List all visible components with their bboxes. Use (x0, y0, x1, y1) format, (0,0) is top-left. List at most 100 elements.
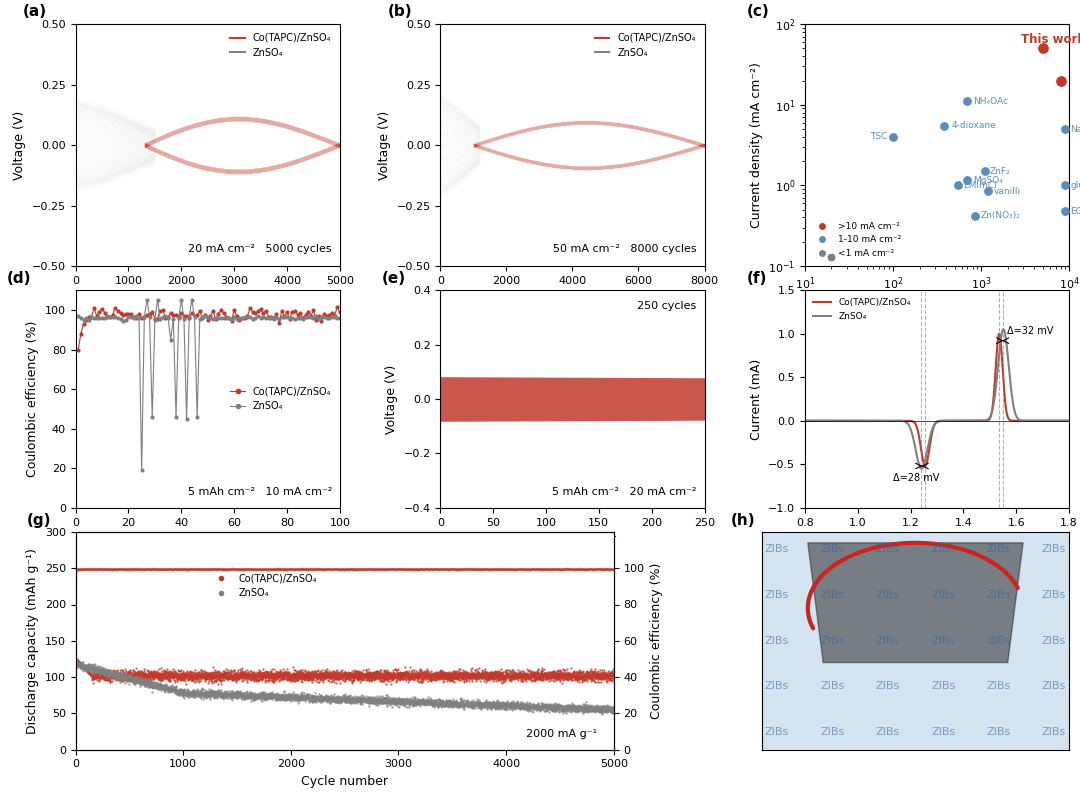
Point (949, 179, 967, 192)
Text: ZIBs: ZIBs (986, 681, 1011, 692)
Point (823, 251, 840, 264)
Point (976, 164, 994, 177)
Point (1056, 123, 1074, 135)
Co(TAPC)/ZnSO₄ (828, 416, 841, 426)
Text: 5 mAh cm⁻²   10 mA cm⁻²: 5 mAh cm⁻² 10 mA cm⁻² (188, 487, 332, 496)
ZnSO₄ (915, 463, 928, 473)
Text: Na₄EDTA: Na₄EDTA (1070, 125, 1080, 134)
ZnSO₄ (845, 416, 858, 426)
X-axis label: Cycle number: Cycle number (893, 298, 981, 311)
Co(TAPC)/ZnSO₄ (845, 416, 858, 426)
Legend: Co(TAPC)/ZnSO₄, ZnSO₄: Co(TAPC)/ZnSO₄, ZnSO₄ (809, 295, 915, 324)
Text: 2000 mA g⁻¹: 2000 mA g⁻¹ (526, 729, 597, 738)
Text: ZIBs: ZIBs (1042, 544, 1066, 555)
Text: ZIBs: ZIBs (876, 590, 900, 600)
ZnSO₄ (828, 416, 841, 426)
Text: ZIBs: ZIBs (821, 544, 845, 555)
Legend: >10 mA cm⁻², 1-10 mA cm⁻², <1 mA cm⁻²: >10 mA cm⁻², 1-10 mA cm⁻², <1 mA cm⁻² (809, 218, 905, 261)
Text: ZIBs: ZIBs (876, 636, 900, 646)
Text: ZIBs: ZIBs (1042, 681, 1066, 692)
Text: Δ=32 mV: Δ=32 mV (1007, 326, 1053, 336)
Text: EMImCl: EMImCl (963, 181, 997, 190)
Y-axis label: Discharge capacity (mAh g⁻¹): Discharge capacity (mAh g⁻¹) (26, 548, 39, 733)
Co(TAPC)/ZnSO₄ (919, 461, 932, 471)
Text: 50 mA cm⁻²   8000 cycles: 50 mA cm⁻² 8000 cycles (553, 244, 697, 254)
Text: (c): (c) (746, 4, 770, 19)
X-axis label: Cycle number: Cycle number (529, 291, 616, 304)
Y-axis label: Current density (mA cm⁻²): Current density (mA cm⁻²) (750, 62, 762, 228)
Text: (d): (d) (6, 271, 31, 286)
Text: ZIBs: ZIBs (821, 636, 845, 646)
Text: Δ=28 mV: Δ=28 mV (893, 473, 940, 483)
Line: ZnSO₄: ZnSO₄ (805, 330, 1069, 468)
X-axis label: Cycle number: Cycle number (164, 533, 252, 546)
Text: ZIBs: ZIBs (821, 590, 845, 600)
Point (959, 174, 976, 187)
ZnSO₄ (798, 416, 811, 426)
Text: ZIBs: ZIBs (765, 544, 789, 555)
Polygon shape (808, 543, 1023, 663)
Point (1052, 74, 1069, 87)
Legend: Co(TAPC)/ZnSO₄, ZnSO₄: Co(TAPC)/ZnSO₄, ZnSO₄ (207, 570, 321, 602)
Text: ZIBs: ZIBs (931, 544, 955, 555)
Line: Co(TAPC)/ZnSO₄: Co(TAPC)/ZnSO₄ (805, 334, 1069, 466)
Text: ZIBs: ZIBs (1042, 727, 1066, 737)
Legend: Co(TAPC)/ZnSO₄, ZnSO₄: Co(TAPC)/ZnSO₄, ZnSO₄ (227, 29, 335, 62)
Point (885, 131, 902, 143)
ZnSO₄ (912, 455, 924, 464)
Point (1056, 205, 1074, 218)
Co(TAPC)/ZnSO₄ (900, 416, 913, 426)
Text: ZIBs: ZIBs (986, 544, 1011, 555)
Text: ZIBs: ZIBs (986, 727, 1011, 737)
Text: ZnF₂: ZnF₂ (990, 167, 1011, 176)
Y-axis label: Coulombic efficiency (%): Coulombic efficiency (%) (650, 563, 663, 719)
Text: TSC: TSC (870, 132, 888, 141)
Text: ZIBs: ZIBs (821, 727, 845, 737)
Point (935, 119, 953, 132)
Text: This work: This work (1021, 33, 1080, 46)
Text: ZIBs: ZIBs (986, 636, 1011, 646)
Text: ZIBs: ZIBs (876, 681, 900, 692)
Text: (a): (a) (23, 4, 46, 19)
Co(TAPC)/ZnSO₄ (798, 416, 811, 426)
Legend: Co(TAPC)/ZnSO₄, ZnSO₄: Co(TAPC)/ZnSO₄, ZnSO₄ (227, 383, 335, 415)
Text: ZIBs: ZIBs (765, 590, 789, 600)
Y-axis label: Voltage (V): Voltage (V) (378, 110, 391, 180)
Text: (f): (f) (746, 271, 767, 286)
Y-axis label: Current (mA): Current (mA) (750, 359, 762, 439)
Co(TAPC)/ZnSO₄ (993, 329, 1005, 339)
Point (980, 185, 997, 197)
Text: 4-dioxane: 4-dioxane (951, 121, 996, 131)
Text: ZIBs: ZIBs (931, 727, 955, 737)
Text: ZIBs: ZIBs (931, 636, 955, 646)
ZnSO₄ (1057, 416, 1070, 426)
Text: ZIBs: ZIBs (876, 544, 900, 555)
Text: ZIBs: ZIBs (931, 681, 955, 692)
Text: vanilli: vanilli (994, 186, 1021, 196)
Co(TAPC)/ZnSO₄ (1057, 416, 1070, 426)
X-axis label: Cycle number: Cycle number (529, 533, 616, 546)
Text: ZIBs: ZIBs (931, 590, 955, 600)
X-axis label: Cycle  number: Cycle number (162, 291, 253, 304)
Point (1034, 42, 1051, 55)
Text: ZIBs: ZIBs (876, 727, 900, 737)
ZnSO₄ (997, 325, 1010, 334)
Text: NH₄OAc: NH₄OAc (973, 97, 1008, 106)
Co(TAPC)/ZnSO₄ (1063, 416, 1076, 426)
ZnSO₄ (1029, 416, 1042, 426)
Text: (b): (b) (388, 4, 413, 19)
Text: 250 cycles: 250 cycles (637, 301, 697, 311)
Text: ZIBs: ZIBs (1042, 590, 1066, 600)
Text: Zn(NO₃)₂: Zn(NO₃)₂ (981, 211, 1021, 220)
ZnSO₄ (900, 418, 913, 427)
Text: ZIBs: ZIBs (821, 681, 845, 692)
Text: EG: EG (1070, 206, 1080, 215)
Co(TAPC)/ZnSO₄ (1029, 416, 1042, 426)
Text: (h): (h) (731, 513, 756, 528)
Text: 20 mA cm⁻²   5000 cycles: 20 mA cm⁻² 5000 cycles (188, 244, 332, 254)
Point (1056, 179, 1074, 192)
X-axis label: Cycle number: Cycle number (301, 775, 388, 787)
Text: glucose: glucose (1070, 181, 1080, 190)
Legend: Co(TAPC)/ZnSO₄, ZnSO₄: Co(TAPC)/ZnSO₄, ZnSO₄ (591, 29, 700, 62)
Y-axis label: Voltage (V): Voltage (V) (13, 110, 26, 180)
